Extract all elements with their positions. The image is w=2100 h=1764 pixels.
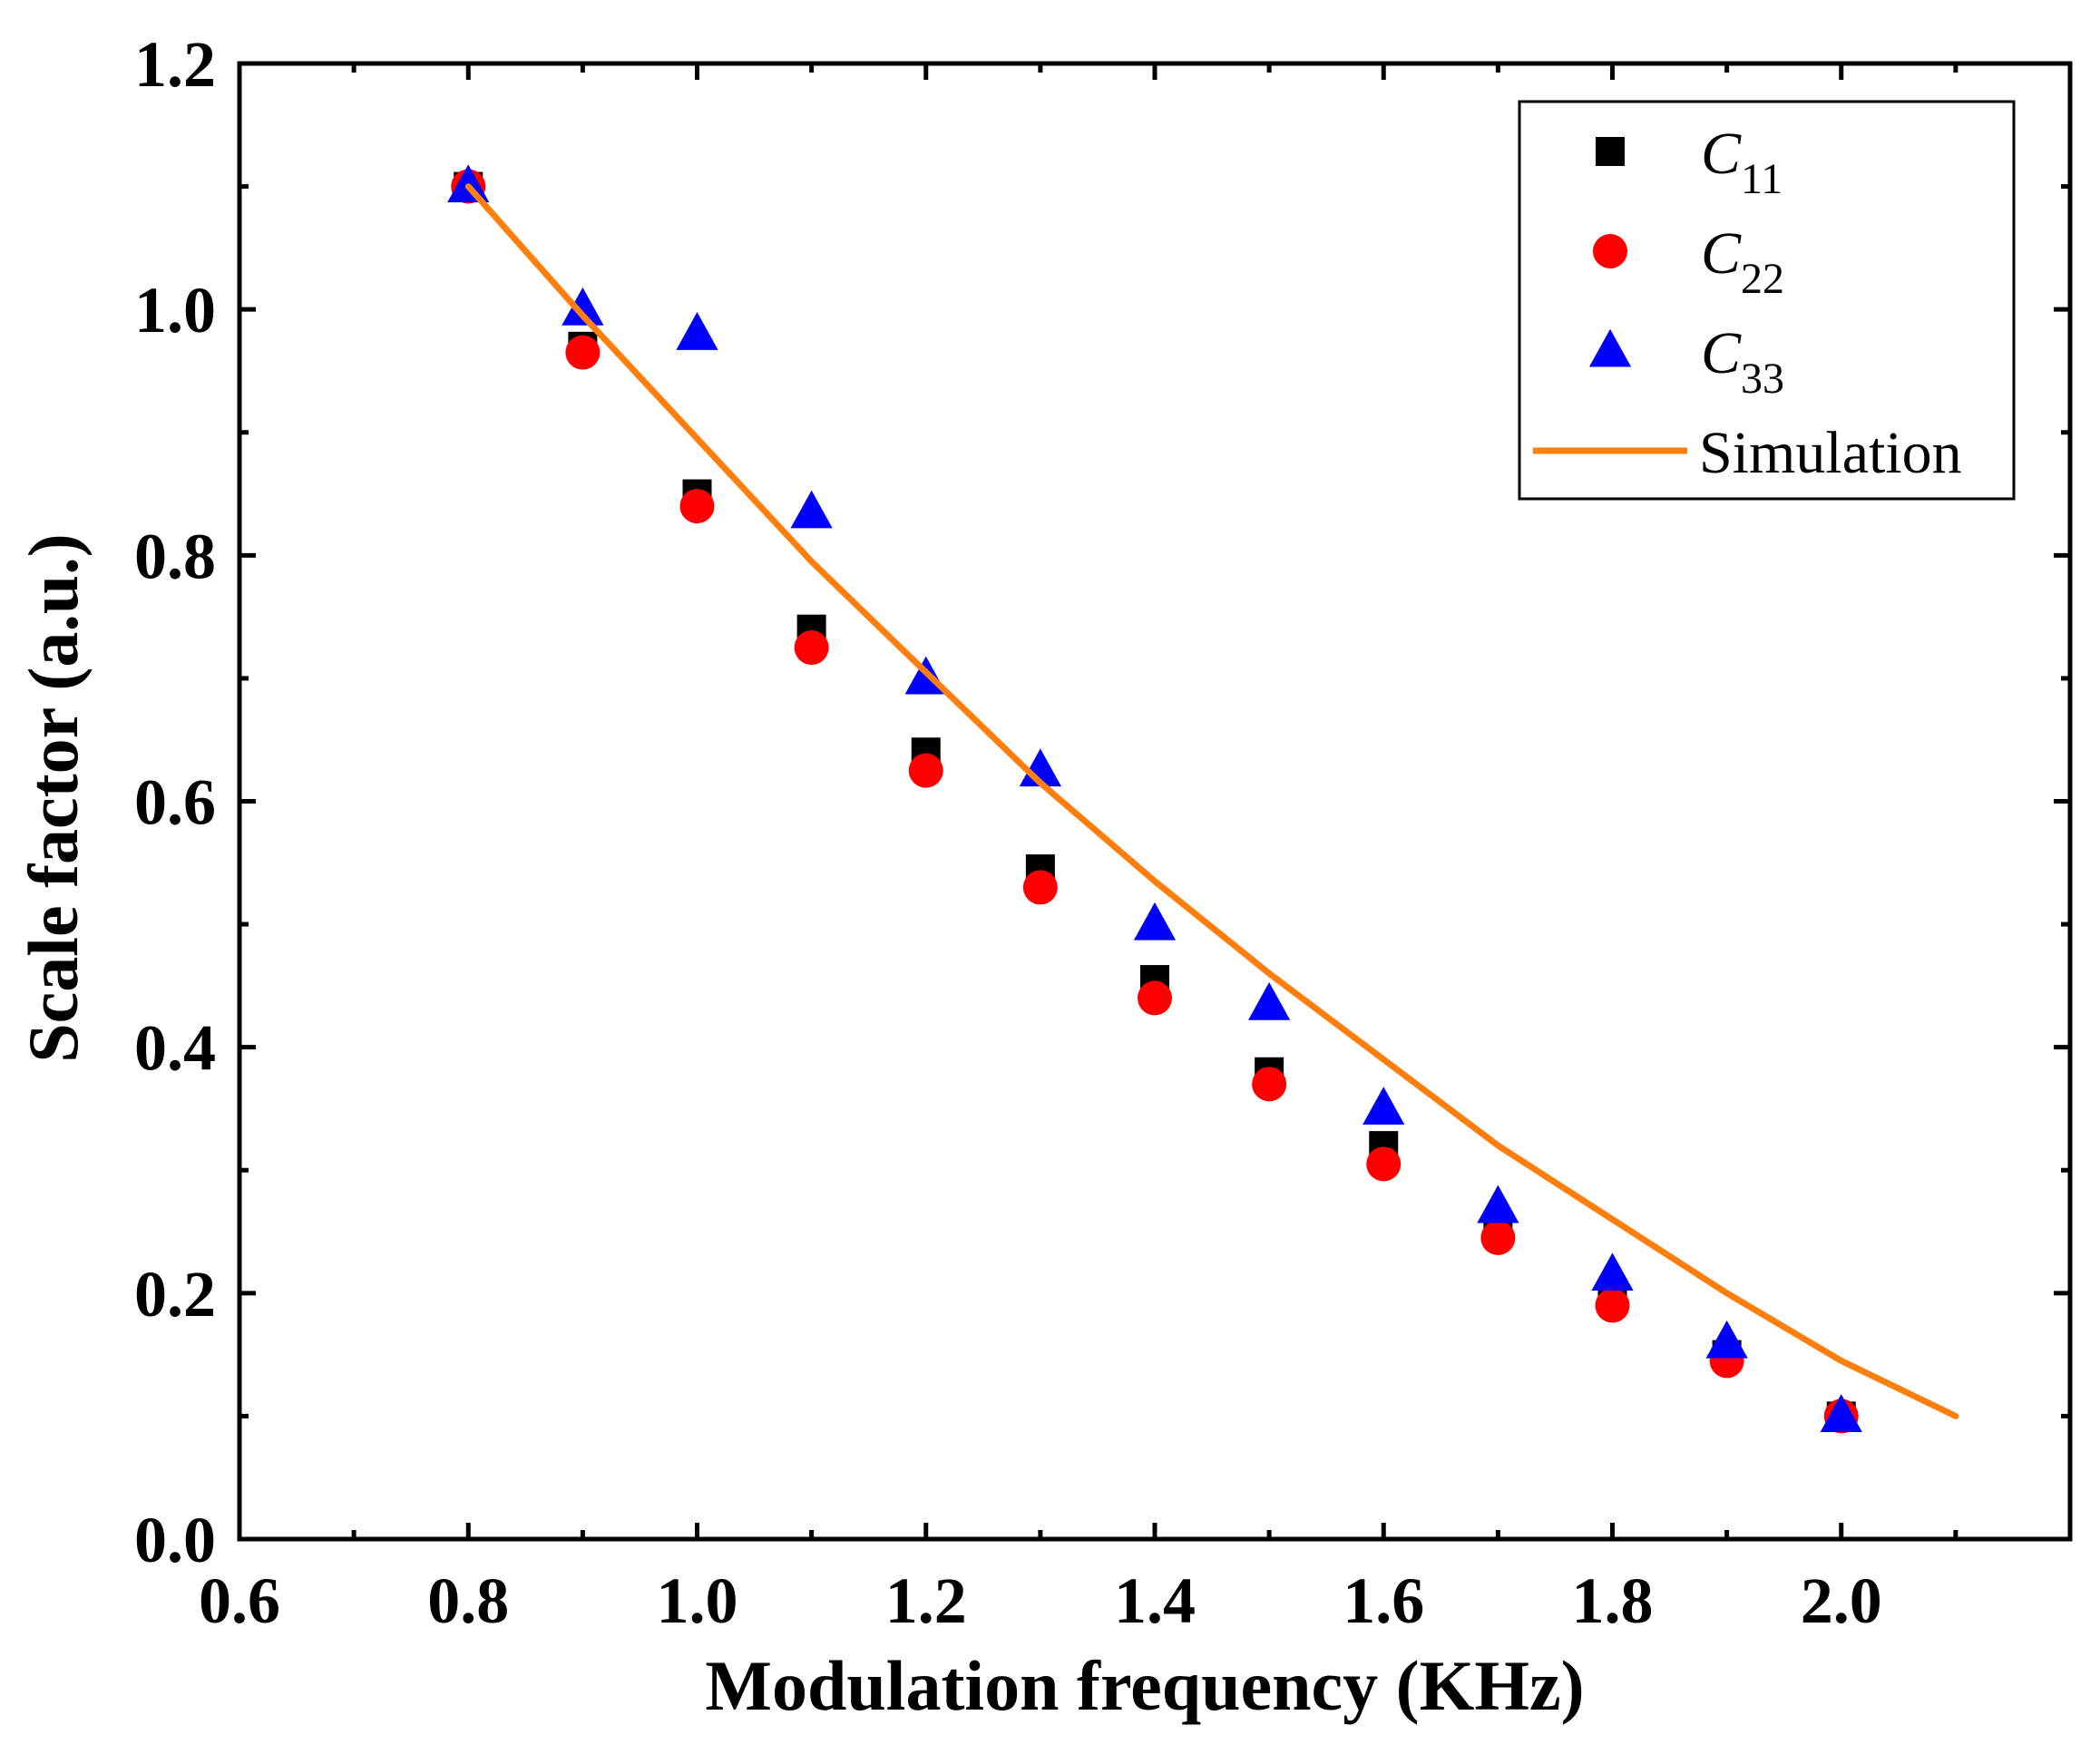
data-point-c33 [562, 287, 604, 326]
legend-label: C33 [1701, 320, 1784, 403]
data-point-c22 [1595, 1288, 1630, 1323]
legend-entry-simulation: Simulation [1533, 420, 1962, 486]
series-c33 [447, 164, 1862, 1432]
legend-label: Simulation [1699, 420, 1962, 486]
x-tick-label: 0.6 [199, 1564, 280, 1637]
x-tick-label: 1.0 [657, 1564, 738, 1637]
data-point-c33 [1248, 981, 1291, 1020]
y-tick-label: 0.4 [134, 1012, 216, 1085]
data-point-c22 [679, 489, 715, 524]
data-point-c33 [1477, 1184, 1519, 1223]
y-tick-label: 1.0 [134, 274, 216, 346]
legend-entry-c11: C11 [1596, 121, 1783, 203]
series-line-simulation [464, 183, 1959, 1419]
y-tick-label: 0.8 [134, 520, 216, 592]
data-point-c33 [1820, 1394, 1862, 1432]
legend-label-main: C [1701, 320, 1742, 386]
series-layer [447, 164, 1959, 1434]
data-point-c22 [1138, 980, 1172, 1016]
legend-marker-circle [1593, 234, 1627, 268]
data-point-c22 [1022, 870, 1058, 905]
data-point-c33 [1133, 901, 1177, 940]
legend-entry-c33: C33 [1588, 320, 1784, 403]
x-tick-label: 1.4 [1114, 1564, 1196, 1637]
legend-label-subscript: 11 [1741, 155, 1783, 203]
y-tick-label: 1.2 [134, 28, 216, 101]
data-point-c22 [1366, 1146, 1402, 1182]
x-tick-label: 1.6 [1343, 1564, 1424, 1637]
legend-label-main: C [1701, 220, 1742, 287]
x-axis-title: Modulation frequency (KHz) [705, 1646, 1584, 1725]
legend-label-main: C [1701, 121, 1742, 187]
legend-marker-triangle [1588, 328, 1632, 367]
x-tick-label: 1.2 [885, 1564, 967, 1637]
data-point-c33 [790, 490, 833, 529]
y-axis-title: Scale factor (a.u.) [14, 533, 93, 1062]
y-tick-label: 0.2 [134, 1258, 216, 1330]
data-point-c33 [1591, 1252, 1634, 1291]
legend-label: C11 [1701, 121, 1783, 203]
legend-label-subscript: 22 [1741, 255, 1784, 303]
legend-label-subscript: 33 [1741, 355, 1784, 403]
legend-entry-c22: C22 [1593, 220, 1784, 303]
legend-label: C22 [1701, 220, 1784, 303]
axis-ticks [237, 61, 2073, 1542]
x-tick-label: 0.8 [427, 1564, 509, 1637]
y-tick-label: 0.6 [134, 766, 216, 839]
legend-box [1518, 100, 2016, 501]
data-point-c22 [1480, 1220, 1516, 1255]
data-point-c22 [1252, 1067, 1287, 1102]
y-tick-label: 0.0 [134, 1504, 216, 1576]
x-tick-label: 2.0 [1801, 1564, 1882, 1637]
data-point-c22 [794, 630, 829, 666]
data-point-c22 [908, 753, 943, 788]
data-point-c22 [565, 335, 601, 370]
x-tick-label: 1.8 [1572, 1564, 1654, 1637]
tick-labels: 0.6 0.8 1.0 1.2 1.4 1.6 1.8 2.0 0.0 0.2 0.4 0.6 0.8 1… [134, 28, 1882, 1637]
data-point-c33 [676, 312, 718, 350]
data-point-c33 [1363, 1087, 1405, 1126]
data-point-c33 [1705, 1320, 1748, 1359]
legend-marker-square [1596, 137, 1625, 166]
